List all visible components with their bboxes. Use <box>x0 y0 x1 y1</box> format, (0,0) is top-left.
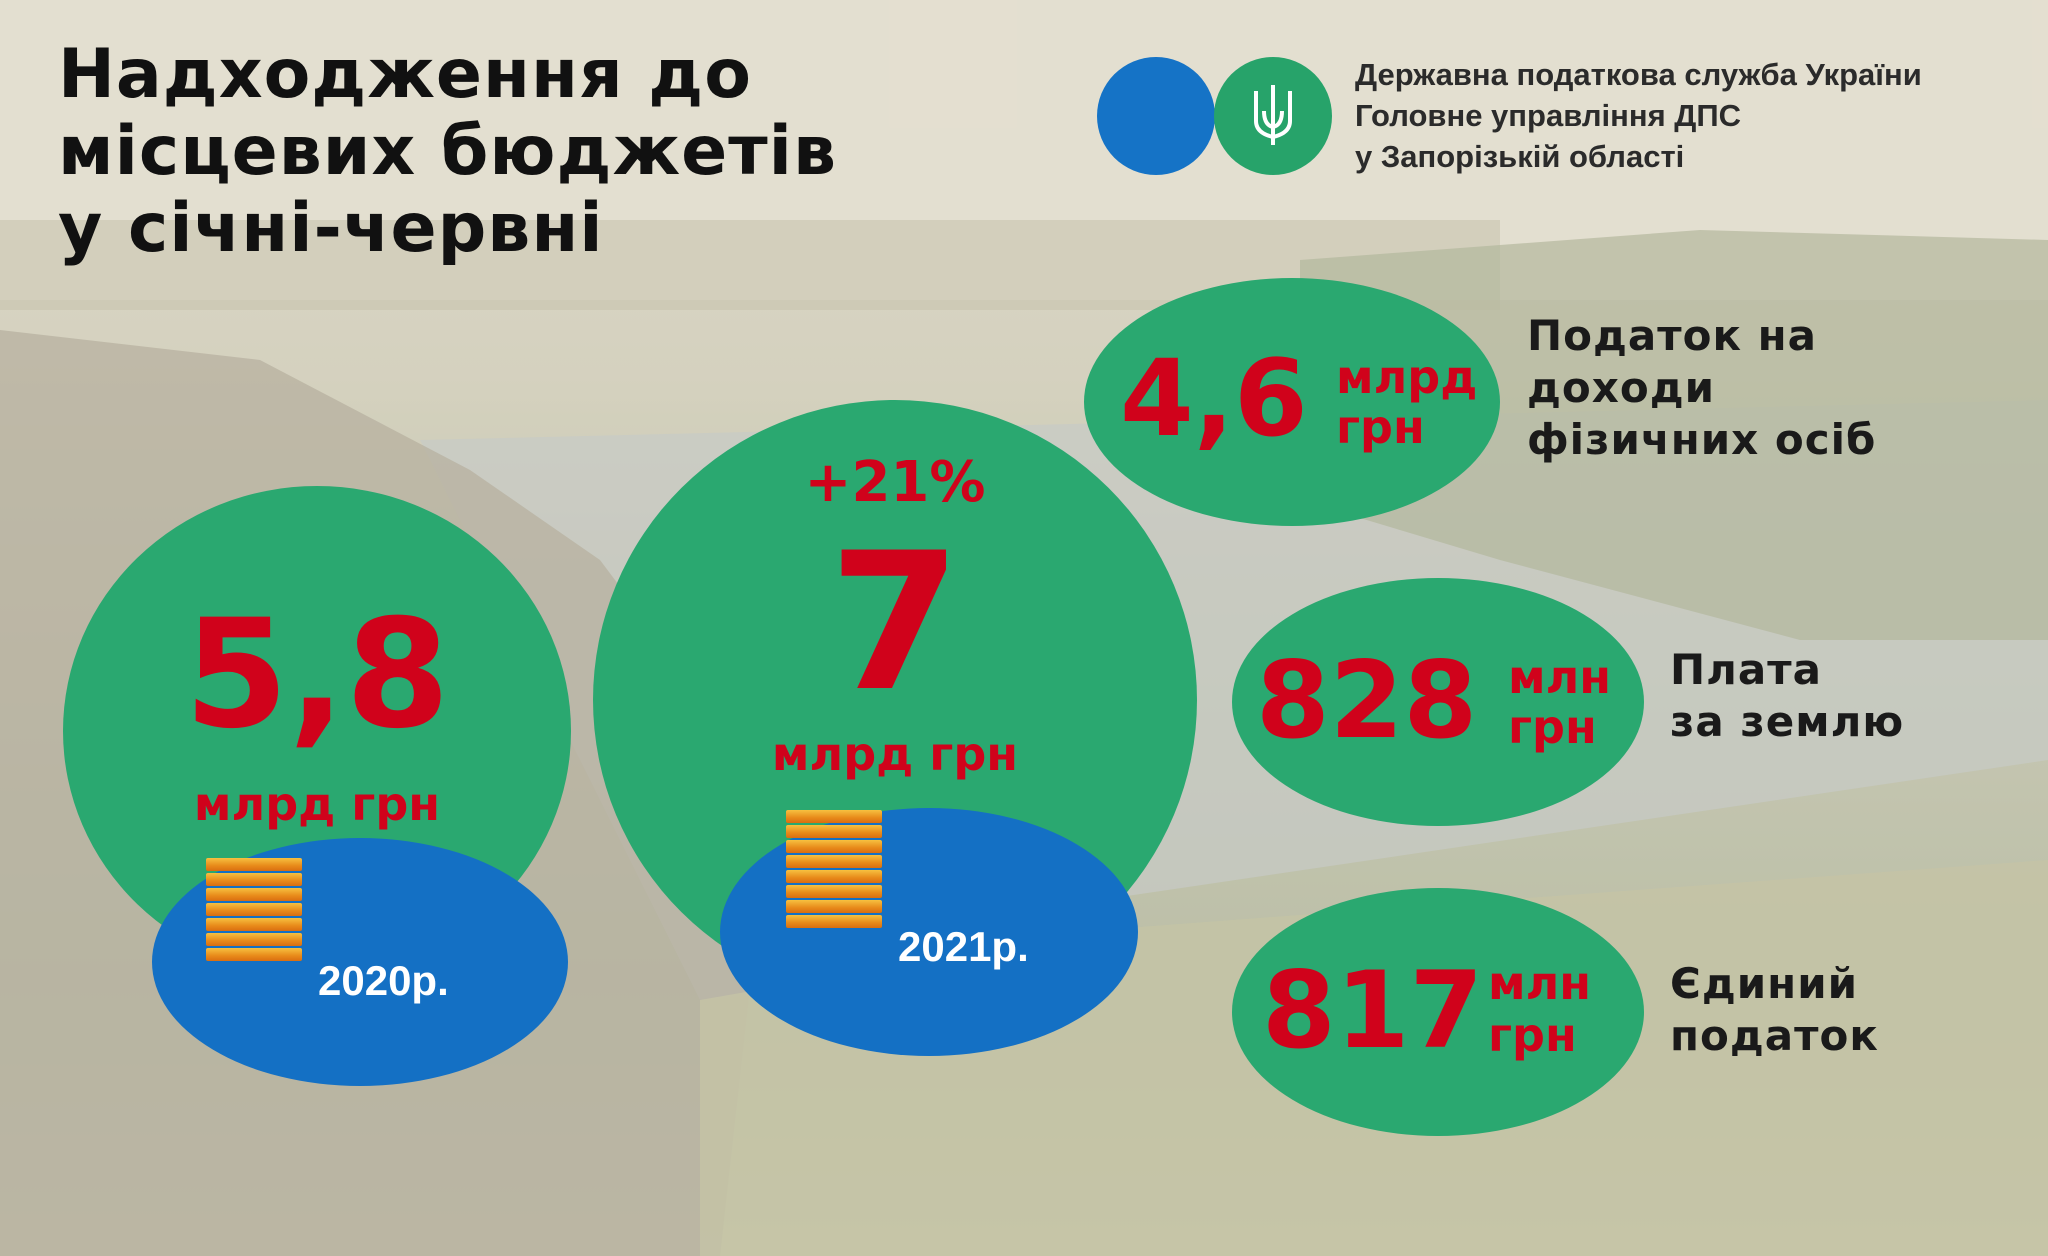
value-2021: 7 <box>828 512 962 733</box>
item-circle-land-fee <box>1232 578 1644 826</box>
year-label-2020: 2020р. <box>318 957 449 1004</box>
item-label-line: доходи <box>1527 363 1716 412</box>
org-line-2: Головне управління ДПС <box>1355 98 1742 133</box>
item-unit-bottom-income-tax: грн <box>1336 400 1425 454</box>
item-label-line: за землю <box>1670 697 1905 746</box>
year-label-2021: 2021р. <box>898 923 1029 970</box>
item-unit-top-income-tax: млрд <box>1336 350 1478 404</box>
title-line-1: Надходження до <box>58 35 752 114</box>
coin-stack-icon <box>786 810 882 930</box>
unit-2020: млрд грн <box>193 777 441 831</box>
item-circle-single-tax <box>1232 888 1644 1136</box>
item-label-line: фізичних осіб <box>1527 415 1877 464</box>
item-value-income-tax: 4,6 <box>1120 337 1308 460</box>
org-line-1: Державна податкова служба України <box>1355 57 1922 92</box>
unit-2021: млрд грн <box>771 727 1019 781</box>
trident-icon <box>1254 85 1292 145</box>
title-line-3: у січні-червні <box>58 189 604 268</box>
item-value-single-tax: 817 <box>1262 949 1484 1072</box>
item-label-land-fee: Плата за землю <box>1670 644 1904 748</box>
item-unit-bottom-land-fee: грн <box>1508 700 1597 754</box>
value-2020: 5,8 <box>184 588 450 762</box>
item-label-single-tax: Єдиний податок <box>1670 958 1879 1062</box>
organization-name: Державна податкова служба України Головн… <box>1355 54 1922 177</box>
item-label-line: податок <box>1670 1011 1879 1060</box>
item-unit-bottom-single-tax: грн <box>1488 1008 1577 1062</box>
item-value-land-fee: 828 <box>1256 639 1478 762</box>
logo-blue-circle <box>1097 57 1215 175</box>
item-circle-income-tax <box>1084 278 1500 526</box>
growth-2021: +21% <box>804 450 986 515</box>
page-title: Надходження до місцевих бюджетів у січні… <box>58 36 958 267</box>
item-label-line: Єдиний <box>1670 959 1859 1008</box>
item-unit-top-land-fee: млн <box>1508 650 1612 704</box>
item-label-line: Плата <box>1670 645 1822 694</box>
item-unit-top-single-tax: млн <box>1488 956 1592 1010</box>
item-label-income-tax: Податок на доходи фізичних осіб <box>1527 310 1876 466</box>
title-line-2: місцевих бюджетів <box>58 112 837 191</box>
logo-green-circle <box>1214 57 1332 175</box>
coin-stack-icon <box>206 858 302 963</box>
org-line-3: у Запорізькій області <box>1355 139 1685 174</box>
item-label-line: Податок на <box>1527 311 1817 360</box>
